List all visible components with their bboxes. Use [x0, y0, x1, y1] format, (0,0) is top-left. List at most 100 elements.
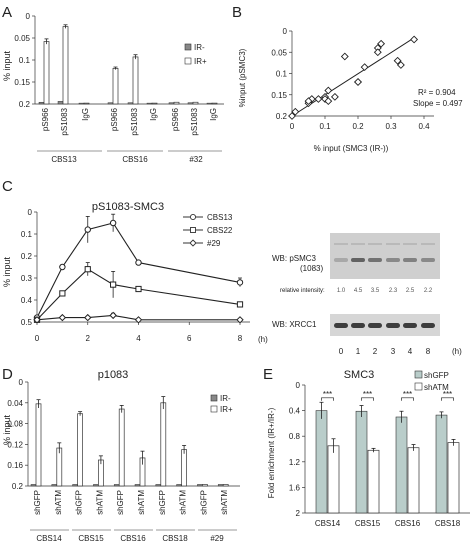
panel-letter-b: B [232, 4, 242, 21]
legend-label-shgfp: shGFP [424, 371, 449, 380]
scatter-point [340, 52, 349, 61]
panel-d-group-cbs16: CBS16 [120, 534, 146, 543]
blot-lane-label: 3 [391, 347, 396, 356]
blot-lane-label: 4 [408, 347, 413, 356]
bar-shatm [367, 449, 380, 514]
blot-label-psmc3: WB: pSMC3 [272, 254, 317, 263]
line-series-cbs13 [36, 222, 241, 318]
panel-a-y-axis-label: % input [2, 50, 12, 81]
panel-d-y-axis-label: % input [2, 414, 12, 445]
panel-b-x-tick-label: 0.4 [418, 122, 430, 131]
panel-a-x-tick-label: pS1083 [190, 107, 199, 135]
legend-marker-cbs13 [189, 213, 197, 221]
panel-c-y-tick-label: 0.1 [21, 230, 33, 239]
blot-lane-label: 8 [426, 347, 431, 356]
panel-e-x-tick-label: CBS15 [355, 519, 381, 528]
panel-b-y-tick-label: 0.1 [276, 70, 288, 79]
legend-swatch-ir-minus [184, 43, 192, 51]
data-point [59, 263, 66, 271]
scatter-point [324, 86, 333, 95]
bar-shatm [407, 447, 420, 514]
blot-band-psmc3 [421, 258, 435, 262]
panel-e-y-tick-label: 0.4 [289, 407, 301, 416]
scatter-point [291, 107, 300, 116]
data-point [236, 279, 244, 286]
bar-ir-plus [118, 408, 125, 487]
panel-d-y-tick-label: 0.04 [7, 399, 23, 408]
bar-ir-minus [187, 102, 194, 105]
significance-stars: *** [403, 390, 412, 399]
data-point [58, 313, 67, 322]
panel-d-y-tick-label: 0 [19, 378, 24, 387]
panel-a-x-tick-label: pS1083 [60, 107, 69, 135]
panel-c-lines [33, 213, 244, 324]
panel-c-x-unit: (h) [258, 335, 268, 344]
panel-a-groups: CBS13 CBS16 #32 [37, 150, 222, 164]
panel-c-y-tick-label: 0.4 [21, 296, 33, 305]
bar-ir-plus [112, 68, 119, 105]
panel-e-bars: *** *** *** *** [315, 390, 460, 514]
bar-shgfp [355, 410, 368, 514]
panel-letter-d: D [2, 366, 13, 383]
bar-ir-plus [211, 102, 218, 105]
bar-ir-minus [176, 484, 182, 487]
scatter-point [410, 35, 419, 44]
panel-c-title: pS1083-SMC3 [92, 201, 164, 213]
panel-d-x-tick-label: shATM [95, 490, 104, 515]
bar-ir-plus [192, 101, 199, 105]
bar-ir-plus [43, 41, 50, 105]
panel-d-x-tick-label: shGFP [33, 490, 42, 515]
bar-ir-minus [155, 484, 162, 487]
panel-c-legend: CBS13 CBS22 #29 [183, 213, 233, 248]
panel-b-y-tick-label: 0 [283, 27, 288, 36]
panel-d-y-tick-label: 0.08 [7, 420, 23, 429]
bar-ir-minus [217, 484, 224, 487]
panel-e-y-tick-label: 0 [296, 381, 301, 390]
panel-a-x-tick-label: pS1083 [130, 107, 139, 135]
intensity-value: 3.5 [371, 288, 380, 294]
panel-b-y-tick-label: 0.2 [276, 112, 288, 121]
blot-band-background [334, 243, 348, 245]
legend-swatch-ir-plus-d [210, 405, 218, 413]
blot-lane-label: 0 [339, 347, 344, 356]
panel-a-x-tick-label: IgG [81, 108, 90, 121]
panel-d-group-cbs18: CBS18 [162, 534, 188, 543]
intensity-value: 2.2 [424, 288, 433, 294]
panel-a-x-tick-label: pS966 [110, 107, 119, 131]
panel-e-y-tick-label: 1.2 [289, 458, 301, 467]
panel-d-x-tick-label: shATM [220, 490, 229, 515]
panel-a-y-tick-label: 0.2 [19, 100, 31, 109]
significance-bracket [401, 397, 414, 401]
bar-ir-plus [173, 101, 180, 105]
panel-d-x-tick-label: shGFP [75, 490, 84, 515]
legend-swatch-ir-plus [184, 57, 192, 65]
scatter-point [288, 112, 296, 120]
bar-ir-plus [83, 102, 90, 105]
bar-ir-minus [72, 484, 78, 487]
scatter-point [304, 97, 313, 106]
panel-d-group-cbs14: CBS14 [36, 534, 62, 543]
panel-a-bars [38, 24, 218, 105]
blot-image-xrcc1 [330, 314, 440, 336]
blot-band-xrcc1 [368, 323, 382, 328]
panel-d-y-tick-label: 0.16 [7, 461, 23, 470]
panel-c-y-tick-label: 0 [28, 208, 33, 217]
panel-letter-c: C [2, 178, 13, 195]
panel-d-title: p1083 [98, 369, 129, 381]
panel-b-axes: 00.050.10.150.20 0.1 0.2 0.3 0.4 [271, 27, 434, 131]
bar-shgfp [435, 414, 448, 514]
panel-c-x-tick-label: 6 [187, 334, 192, 343]
legend-label-29: #29 [207, 239, 221, 248]
bar-ir-plus [160, 402, 167, 487]
legend-swatch-ir-minus-d [210, 394, 218, 402]
scatter-point [360, 63, 369, 72]
blot-band-xrcc1 [386, 323, 400, 328]
bar-ir-minus [113, 484, 120, 487]
bar-ir-minus [168, 102, 175, 105]
panel-d-bars [30, 396, 229, 487]
blot-label-xrcc1: WB: XRCC1 [272, 320, 317, 329]
scatter-point [314, 95, 323, 103]
panel-a-x-tick-label: pS966 [171, 107, 180, 131]
panel-c-x-tick-label: 8 [238, 334, 243, 343]
